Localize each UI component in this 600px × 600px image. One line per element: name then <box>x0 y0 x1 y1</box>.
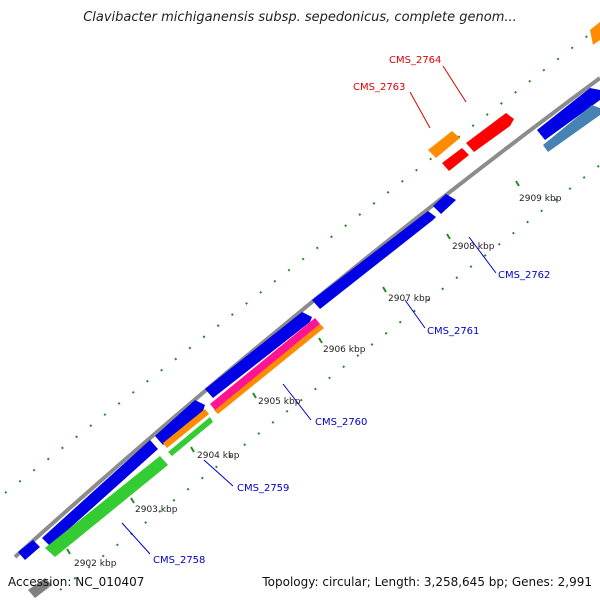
outer-dotted-ruler <box>4 29 596 494</box>
tick-mark <box>446 233 451 240</box>
gene-feature[interactable] <box>205 312 312 398</box>
genome-summary: Topology: circular; Length: 3,258,645 bp… <box>262 575 592 589</box>
gene-label[interactable]: CMS_2761 <box>427 326 479 337</box>
tick-label: 2902 kbp <box>74 559 117 569</box>
gene-feature[interactable] <box>433 194 456 214</box>
accession-label: Accession: NC_010407 <box>8 575 145 589</box>
inner-dotted-ruler <box>59 164 600 591</box>
tick-mark <box>66 548 71 555</box>
gene-label[interactable]: CMS_2758 <box>153 555 205 566</box>
tick-label: 2903 kbp <box>135 505 178 515</box>
gene-feature-orange[interactable] <box>590 22 600 45</box>
tick-label: 2909 kbp <box>519 194 562 204</box>
tick-label: 2907 kbp <box>388 294 431 304</box>
gene-label[interactable]: CMS_2760 <box>315 417 367 428</box>
tick-mark <box>252 392 257 399</box>
gene-feature-orange[interactable] <box>214 324 324 414</box>
tick-mark <box>130 497 135 504</box>
leader-line-blue <box>404 299 426 329</box>
gene-feature-orange[interactable] <box>163 409 209 448</box>
tick-label: 2908 kbp <box>452 242 495 252</box>
gene-feature-green[interactable] <box>168 417 213 456</box>
gene-feature[interactable] <box>42 440 158 546</box>
forward-strand-features <box>18 88 600 560</box>
tick-mark <box>318 337 323 344</box>
gene-feature-magenta[interactable] <box>210 318 320 410</box>
tick-mark <box>515 180 520 187</box>
leader-line-red <box>442 65 467 103</box>
gene-feature[interactable] <box>537 88 600 140</box>
leader-line-blue <box>468 236 497 274</box>
gene-feature-red[interactable] <box>442 148 469 171</box>
tick-label: 2905 kbp <box>258 397 301 407</box>
gene-feature[interactable] <box>155 400 205 445</box>
leader-line-blue <box>121 522 151 555</box>
gene-feature-red[interactable] <box>466 113 514 152</box>
gene-feature-grey[interactable] <box>28 578 52 598</box>
gene-label[interactable]: CMS_2763 <box>353 82 405 93</box>
gene-label[interactable]: CMS_2759 <box>237 483 289 494</box>
gene-feature[interactable] <box>312 211 436 309</box>
gene-feature[interactable] <box>18 540 40 560</box>
tick-label: 2906 kbp <box>323 345 366 355</box>
leader-line-blue <box>203 459 234 487</box>
genome-backbone <box>13 76 600 559</box>
gene-feature-orange[interactable] <box>428 131 460 158</box>
gene-feature-steelblue[interactable] <box>543 105 600 152</box>
tick-mark <box>382 286 387 293</box>
leader-line-blue <box>282 383 312 421</box>
gene-label[interactable]: CMS_2762 <box>498 270 550 281</box>
gene-labels: CMS_2758 CMS_2759 CMS_2760 CMS_2761 CMS_… <box>153 55 550 566</box>
gene-label[interactable]: CMS_2764 <box>389 55 441 66</box>
tick-mark <box>190 446 195 453</box>
gene-label-leaders <box>121 65 497 555</box>
kbp-ticks: 2902 kbp 2903 kbp 2904 kbp 2905 kbp 2906… <box>66 180 562 569</box>
leader-line-red <box>409 91 431 129</box>
tick-label: 2904 kbp <box>197 451 240 461</box>
genome-title: Clavibacter michiganensis subsp. sepedon… <box>83 10 517 25</box>
reverse-strand-features <box>28 22 600 598</box>
gene-feature-green[interactable] <box>45 456 168 557</box>
